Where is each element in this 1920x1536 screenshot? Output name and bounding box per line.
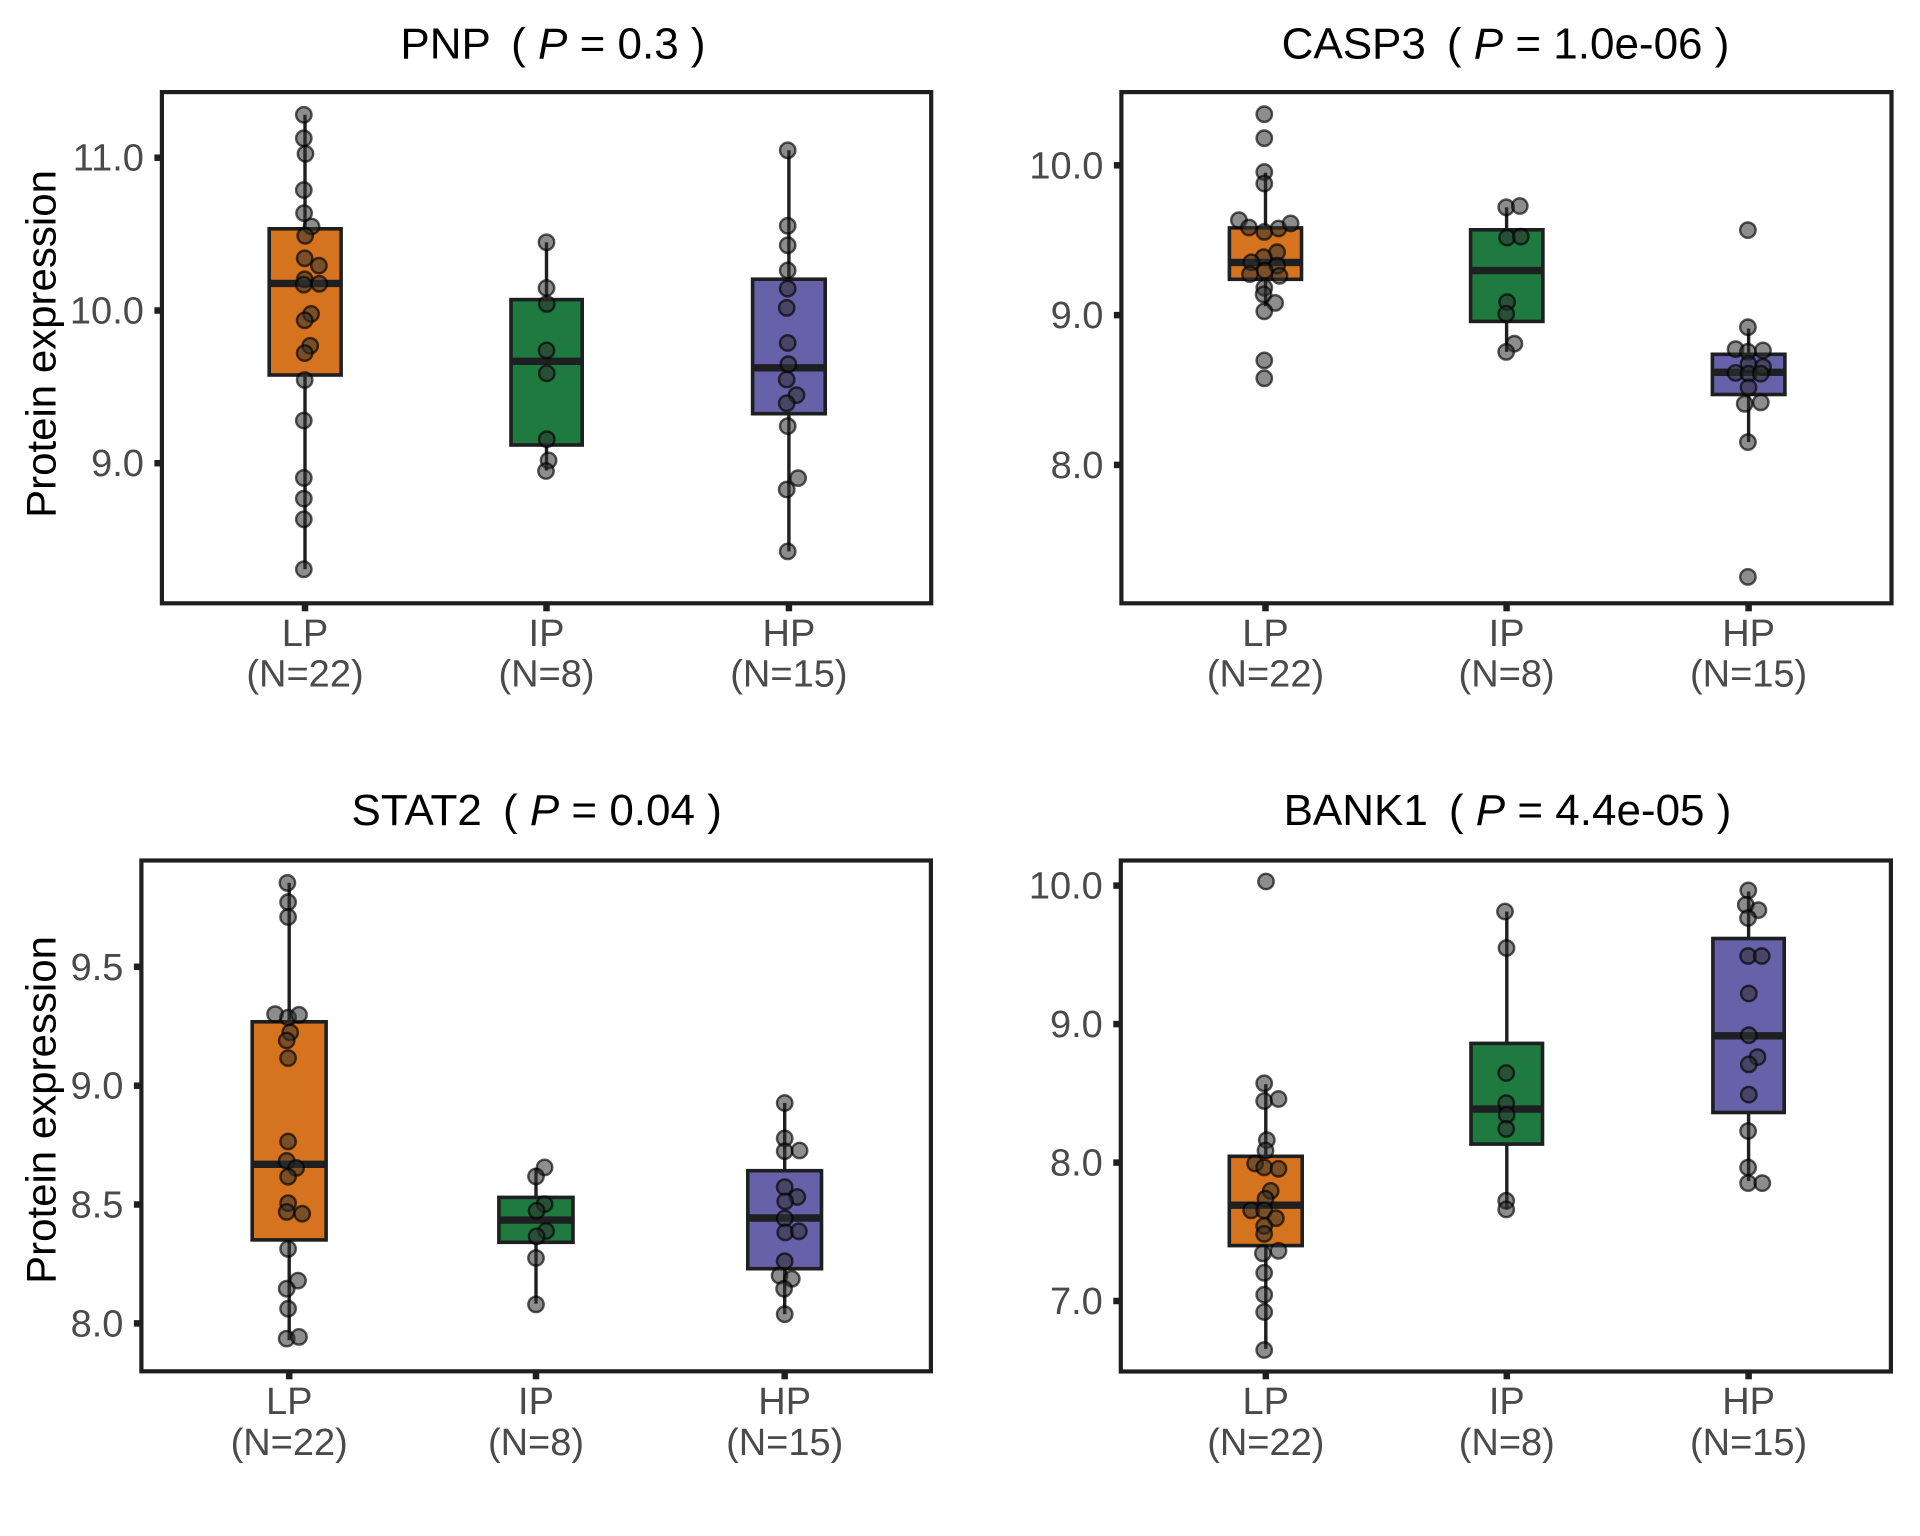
svg-text:(N=15): (N=15)	[726, 1422, 843, 1464]
svg-text:(N=22): (N=22)	[246, 654, 363, 696]
svg-text:IP: IP	[518, 1381, 554, 1423]
svg-text:HP: HP	[763, 613, 816, 655]
svg-text:STAT2 ( P = 0.04 ): STAT2 ( P = 0.04 )	[352, 786, 722, 835]
svg-text:9.0: 9.0	[1051, 295, 1104, 337]
svg-text:PNP ( P = 0.3 ): PNP ( P = 0.3 )	[400, 20, 705, 69]
svg-text:(N=15): (N=15)	[1690, 654, 1807, 696]
svg-text:HP: HP	[1722, 1381, 1775, 1423]
svg-text:(N=15): (N=15)	[1690, 1422, 1807, 1464]
svg-text:IP: IP	[529, 613, 565, 655]
svg-text:8.5: 8.5	[71, 1185, 124, 1227]
svg-text:IP: IP	[1489, 613, 1525, 655]
svg-text:(N=8): (N=8)	[488, 1422, 584, 1464]
svg-text:Protein expression: Protein expression	[17, 936, 64, 1284]
svg-text:9.0: 9.0	[71, 1066, 124, 1108]
svg-text:(N=22): (N=22)	[231, 1422, 348, 1464]
svg-text:Protein expression: Protein expression	[17, 170, 64, 518]
svg-text:(N=15): (N=15)	[730, 654, 847, 696]
svg-text:10.0: 10.0	[1029, 866, 1103, 908]
svg-text:10.0: 10.0	[70, 291, 144, 333]
svg-text:10.0: 10.0	[1029, 145, 1103, 187]
svg-text:CASP3 ( P = 1.0e-06 ): CASP3 ( P = 1.0e-06 )	[1282, 20, 1730, 69]
svg-text:(N=8): (N=8)	[1459, 1422, 1555, 1464]
svg-text:8.0: 8.0	[71, 1303, 124, 1345]
svg-text:IP: IP	[1489, 1381, 1525, 1423]
svg-text:(N=8): (N=8)	[1459, 654, 1555, 696]
svg-text:LP: LP	[1243, 1381, 1289, 1423]
svg-text:HP: HP	[758, 1381, 811, 1423]
svg-text:HP: HP	[1722, 613, 1775, 655]
svg-text:(N=22): (N=22)	[1207, 1422, 1324, 1464]
svg-text:LP: LP	[1242, 613, 1288, 655]
svg-text:8.0: 8.0	[1050, 1143, 1103, 1185]
svg-text:(N=22): (N=22)	[1207, 654, 1324, 696]
svg-text:LP: LP	[282, 613, 328, 655]
svg-text:9.0: 9.0	[91, 443, 144, 485]
svg-text:(N=8): (N=8)	[498, 654, 594, 696]
svg-text:9.5: 9.5	[71, 947, 124, 989]
svg-text:11.0: 11.0	[73, 138, 144, 180]
svg-text:BANK1 ( P = 4.4e-05 ): BANK1 ( P = 4.4e-05 )	[1284, 786, 1732, 835]
svg-text:LP: LP	[266, 1381, 312, 1423]
svg-text:8.0: 8.0	[1051, 445, 1104, 487]
svg-text:7.0: 7.0	[1050, 1281, 1103, 1323]
svg-text:9.0: 9.0	[1050, 1004, 1103, 1046]
